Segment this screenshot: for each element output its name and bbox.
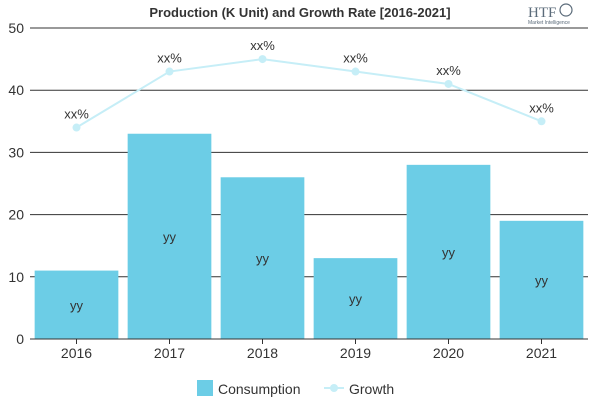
y-tick-label: 0 — [16, 331, 24, 347]
logo-subtext: Market Intelligence — [528, 20, 570, 26]
x-tick-label: 2018 — [247, 345, 278, 361]
legend-consumption-swatch — [197, 380, 213, 396]
growth-point-2018 — [258, 55, 267, 64]
x-tick-label: 2016 — [61, 345, 92, 361]
x-tick-label: 2021 — [526, 345, 557, 361]
bar-2020 — [406, 164, 491, 339]
x-tick-label: 2017 — [154, 345, 185, 361]
bar-value-label: yy — [349, 292, 363, 307]
growth-value-label: xx% — [529, 100, 554, 115]
y-tick-label: 30 — [8, 144, 24, 160]
x-tick-label: 2019 — [340, 345, 371, 361]
logo-globe-icon — [559, 3, 573, 17]
growth-value-label: xx% — [343, 51, 368, 66]
y-tick-label: 20 — [8, 207, 24, 223]
growth-value-label: xx% — [250, 38, 275, 53]
bar-2018 — [220, 177, 305, 339]
growth-line-path — [75, 58, 542, 129]
y-tick-label: 50 — [8, 20, 24, 36]
logo: HTF Market Intelligence — [528, 3, 573, 26]
bar-value-label: yy — [163, 229, 177, 244]
bar-2017 — [127, 133, 212, 339]
x-tick-label: 2020 — [433, 345, 464, 361]
growth-line: xx% xx% xx% xx% xx% xx% — [64, 38, 554, 132]
bar-2019 — [313, 258, 398, 339]
bar-value-label: yy — [535, 273, 549, 288]
bar-value-label: yy — [442, 245, 456, 260]
growth-point-2019 — [351, 67, 360, 76]
gridlines — [30, 27, 588, 278]
growth-point-2017 — [165, 67, 174, 76]
x-axis-ticks: 2016 2017 2018 2019 2020 2021 — [61, 339, 557, 361]
y-axis-ticks: 0 10 20 30 40 50 — [8, 20, 24, 347]
y-tick-label: 10 — [8, 269, 24, 285]
chart-title: Production (K Unit) and Growth Rate [201… — [149, 5, 450, 20]
bar-2021 — [499, 220, 584, 339]
bar-value-label: yy — [70, 298, 84, 313]
logo-text: HTF — [528, 5, 556, 21]
growth-value-label: xx% — [157, 51, 182, 66]
growth-value-label: xx% — [64, 107, 89, 122]
legend-growth-marker — [330, 384, 338, 392]
growth-value-label: xx% — [436, 63, 461, 78]
legend-growth-label: Growth — [349, 381, 394, 397]
bars — [34, 133, 584, 339]
bar-2016 — [34, 270, 119, 339]
legend: Consumption Growth — [197, 380, 394, 397]
legend-consumption-label: Consumption — [218, 381, 301, 397]
growth-point-2021 — [537, 117, 546, 126]
y-tick-label: 40 — [8, 82, 24, 98]
growth-point-2020 — [444, 79, 453, 88]
bar-value-label: yy — [256, 251, 270, 266]
growth-point-2016 — [72, 123, 81, 132]
bar-labels: yy yy yy yy yy yy — [70, 229, 549, 312]
